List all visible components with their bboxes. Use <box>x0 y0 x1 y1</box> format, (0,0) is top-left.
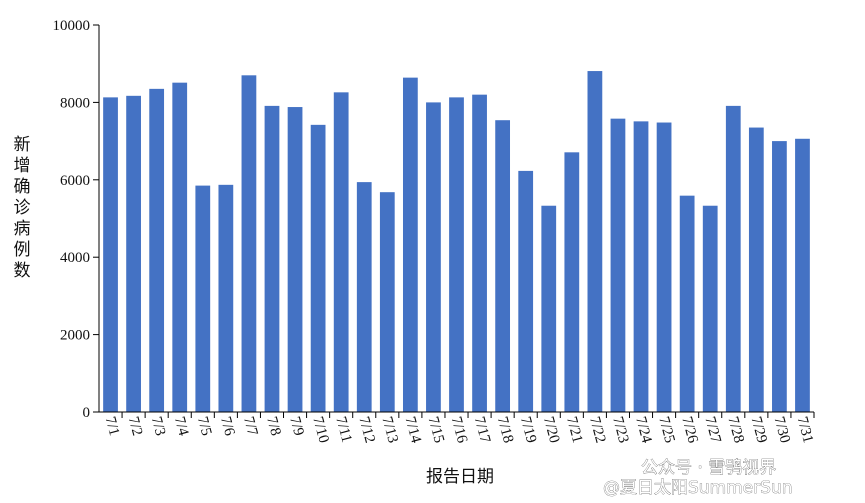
x-tick-label: 7/20 <box>540 415 562 445</box>
x-tick-label: 7/8 <box>263 415 283 438</box>
bar-7-18 <box>495 120 511 413</box>
bar-7-24 <box>633 121 649 412</box>
x-tick-label: 7/1 <box>102 415 122 438</box>
bar-7-4 <box>172 82 188 413</box>
x-tick-label: 7/28 <box>724 415 746 445</box>
bar-7-31 <box>795 138 810 412</box>
x-tick-label: 7/23 <box>609 415 631 445</box>
y-tick-label: 4000 <box>60 250 90 266</box>
x-tick-label: 7/7 <box>240 415 261 438</box>
x-tick-label: 7/19 <box>517 415 539 445</box>
bar-7-6 <box>218 184 234 412</box>
x-tick-label: 7/3 <box>148 415 168 438</box>
bar-7-13 <box>379 192 395 412</box>
axes-group <box>98 25 814 413</box>
bars-group <box>103 71 810 413</box>
x-tick-label: 7/10 <box>309 415 331 445</box>
bar-7-16 <box>449 97 464 412</box>
x-tick-label: 7/29 <box>747 415 769 445</box>
x-tick-label: 7/22 <box>586 415 608 445</box>
bar-7-21 <box>564 152 580 412</box>
bar-7-10 <box>310 124 326 412</box>
bar-7-11 <box>333 92 349 412</box>
x-tick-label: 7/11 <box>332 415 354 444</box>
x-tick-label: 7/13 <box>378 415 400 445</box>
y-tick-label: 2000 <box>60 328 90 344</box>
bar-7-30 <box>772 141 787 412</box>
x-tick-label: 7/18 <box>494 415 516 445</box>
x-tick-label: 7/12 <box>355 415 377 445</box>
y-tick-label: 8000 <box>60 95 90 111</box>
bar-7-8 <box>264 105 280 413</box>
bar-7-19 <box>518 170 534 412</box>
bar-7-14 <box>402 77 418 412</box>
bar-7-22 <box>587 71 603 412</box>
bar-7-25 <box>656 122 672 413</box>
bar-7-23 <box>610 118 626 413</box>
y-axis-title: 新增确诊病例数 <box>14 135 31 281</box>
x-tick-label: 7/14 <box>402 415 424 445</box>
bar-7-26 <box>679 195 695 412</box>
x-tick-label: 7/4 <box>171 415 192 438</box>
x-axis-title: 报告日期 <box>426 467 494 487</box>
bar-7-15 <box>426 102 441 413</box>
x-tick-label: 7/17 <box>471 415 493 445</box>
x-ticks-group: 7/1 7/2 7/3 7/4 7/5 7/6 7/7 7/8 7/9 7/10 7/11 7/12 7… <box>102 412 816 445</box>
bar-7-12 <box>356 182 372 412</box>
x-tick-label: 7/27 <box>701 415 723 445</box>
bar-7-29 <box>748 127 764 413</box>
bar-7-7 <box>241 75 257 412</box>
bar-7-5 <box>195 185 211 412</box>
y-tick-label: 6000 <box>60 173 90 189</box>
y-tick-label: 0 <box>83 405 91 421</box>
watermark-line2: @夏日太阳SummerSun <box>603 478 792 498</box>
y-ticks-group: 0 2000 4000 6000 8000 10000 <box>53 18 99 421</box>
x-tick-label: 7/30 <box>771 415 793 445</box>
x-tick-label: 7/25 <box>655 415 677 445</box>
x-tick-label: 7/9 <box>286 415 306 438</box>
x-tick-label: 7/31 <box>794 415 816 445</box>
bar-7-28 <box>725 105 741 413</box>
bar-7-20 <box>541 205 557 412</box>
bar-7-17 <box>472 94 487 412</box>
bar-7-9 <box>287 107 303 412</box>
x-tick-label: 7/24 <box>632 415 654 445</box>
x-tick-label: 7/21 <box>563 415 585 445</box>
x-tick-label: 7/5 <box>194 415 214 438</box>
bar-7-1 <box>103 97 118 412</box>
y-tick-label: 10000 <box>53 18 91 34</box>
bar-7-3 <box>149 88 165 412</box>
x-tick-label: 7/16 <box>448 415 470 445</box>
watermark-line1: 公众号 · 雪鸮视界 <box>641 458 776 478</box>
watermark: 公众号 · 雪鸮视界 @夏日太阳SummerSun <box>603 458 793 499</box>
x-tick-label: 7/6 <box>217 415 238 438</box>
x-tick-label: 7/15 <box>425 415 447 445</box>
x-tick-label: 7/2 <box>125 415 145 438</box>
x-tick-label: 7/26 <box>678 415 700 445</box>
bar-7-2 <box>126 95 141 413</box>
bar-7-27 <box>702 205 718 412</box>
